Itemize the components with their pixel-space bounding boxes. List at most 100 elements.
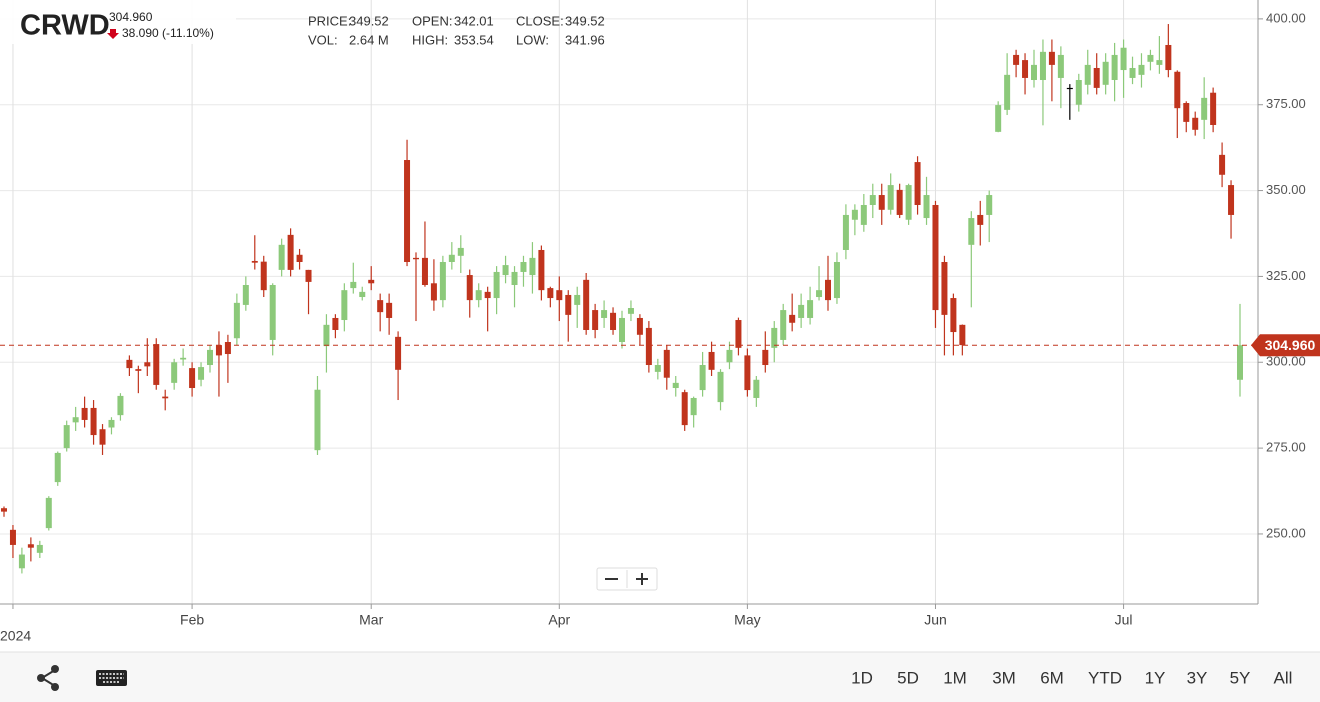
candle-body [413, 257, 419, 260]
candle-body [368, 279, 375, 284]
candle-body [833, 261, 840, 299]
candle-body [1022, 60, 1029, 78]
share-button[interactable] [37, 665, 59, 691]
stat-label: PRICE: [308, 13, 351, 28]
x-tick-label: 2024 [0, 628, 31, 644]
candle-body [663, 349, 670, 378]
candle-body [135, 369, 142, 371]
candle-body [699, 365, 706, 391]
candle-body [493, 271, 500, 299]
candle-body [1192, 117, 1199, 130]
candle-body [207, 349, 213, 366]
candle-body [914, 162, 921, 205]
candle-body [932, 204, 939, 311]
y-tick-label: 375.00 [1266, 96, 1306, 111]
candle-body [1075, 80, 1082, 105]
range-button[interactable]: 3Y [1187, 668, 1208, 687]
candle-body [878, 195, 885, 210]
candle-body [1201, 97, 1208, 120]
candle-body [350, 281, 357, 289]
candle-body [610, 312, 617, 330]
candle-body [198, 367, 205, 380]
candle-body [242, 285, 249, 305]
candle-body [762, 349, 769, 366]
candle-body [690, 397, 697, 416]
candle-body [108, 419, 115, 428]
y-tick-label: 325.00 [1266, 268, 1306, 283]
candle-body [735, 320, 742, 348]
stat-value: 342.01 [454, 13, 494, 28]
range-button[interactable]: 1Y [1145, 668, 1166, 687]
x-tick-label: Mar [359, 612, 383, 628]
candle-body [260, 261, 267, 291]
candle-body [1156, 60, 1163, 65]
range-button[interactable]: 3M [992, 668, 1016, 687]
keyboard-button[interactable] [96, 670, 127, 686]
candle-body [842, 214, 849, 250]
candle-body [681, 392, 688, 426]
stat-label: CLOSE: [516, 13, 564, 28]
candle-body [1084, 64, 1091, 85]
header-box [0, 0, 236, 44]
zoom-controls [596, 567, 658, 591]
price: 304.960 [109, 10, 153, 24]
candle-body [117, 395, 124, 416]
candle-body [269, 285, 276, 340]
x-tick-label: Feb [180, 612, 204, 628]
candle-body [180, 357, 187, 360]
candle-body [81, 407, 88, 420]
candle-body [1120, 47, 1127, 71]
range-button[interactable]: 1M [943, 668, 967, 687]
toolbar [0, 652, 1320, 702]
range-button[interactable]: 5D [897, 668, 919, 687]
range-button[interactable]: YTD [1088, 668, 1122, 687]
candle-body [654, 365, 661, 372]
candle-body [1219, 154, 1226, 175]
candle-body [887, 185, 894, 210]
y-tick-label: 250.00 [1266, 525, 1306, 540]
candle-body [619, 317, 625, 343]
down-arrow [107, 29, 119, 39]
share-dot [51, 683, 59, 691]
change: 38.090 (-11.10%) [122, 26, 214, 40]
x-tick-label: Jul [1115, 612, 1133, 628]
candle-body [475, 290, 482, 301]
candle-body [126, 359, 133, 369]
range-button[interactable]: 1D [851, 668, 873, 687]
y-tick-label: 400.00 [1266, 10, 1306, 25]
candle-body [332, 317, 339, 330]
candle-body [574, 294, 581, 305]
keyboard-keys [99, 673, 124, 683]
candle-body [995, 105, 1002, 132]
candle-body [1210, 92, 1217, 125]
range-button[interactable]: 5Y [1230, 668, 1251, 687]
candle-body [1183, 103, 1190, 122]
candle-body [941, 261, 948, 315]
candle-body [717, 371, 724, 403]
candle-body [807, 300, 814, 318]
candle-body [672, 382, 679, 389]
candle-body [448, 254, 455, 262]
candle-body [1093, 67, 1100, 88]
candle-body [592, 310, 599, 330]
candle-body [278, 244, 285, 270]
candle-body [1013, 54, 1020, 65]
candle-body [215, 345, 222, 356]
candle-body [923, 195, 930, 219]
candle-body [341, 290, 348, 321]
candle-body [645, 327, 652, 366]
candle-body [1004, 74, 1011, 110]
candle-body [54, 452, 61, 483]
plot-area: 250.00 275.00 300.00 325.00 350.00 375.00 400.… [0, 0, 1320, 644]
range-button[interactable]: 6M [1040, 668, 1064, 687]
candle-body [377, 300, 384, 313]
candle-body [386, 302, 393, 318]
range-button[interactable]: All [1274, 668, 1293, 687]
candle-body [851, 209, 858, 220]
candle-body [825, 279, 831, 301]
candle-body [1031, 64, 1037, 81]
candle-body [484, 291, 491, 299]
candle-body [950, 298, 957, 333]
stat-label: HIGH: [412, 32, 448, 47]
